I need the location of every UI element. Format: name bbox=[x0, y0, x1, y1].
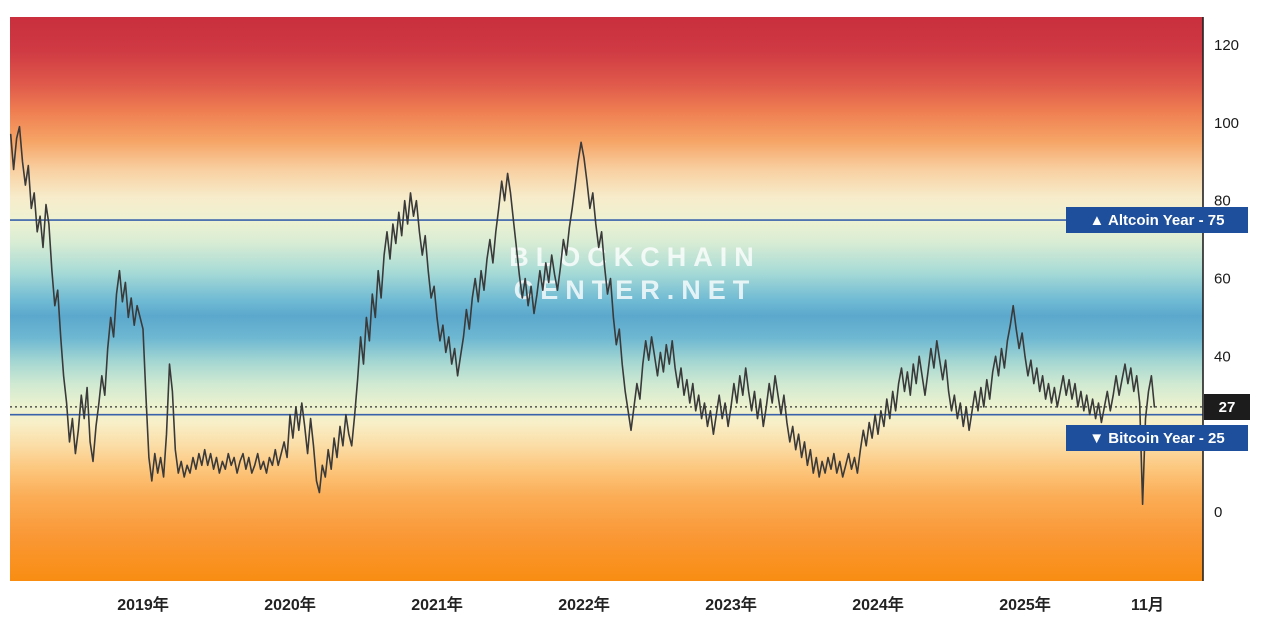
altcoin-year-badge: ▲ Altcoin Year - 75 bbox=[1066, 207, 1248, 233]
watermark-line2: CENTER.NET bbox=[514, 275, 757, 305]
x-axis-label: 2023年 bbox=[705, 595, 757, 614]
y-axis-label: 60 bbox=[1214, 271, 1231, 288]
x-axis-label: 2022年 bbox=[558, 595, 610, 614]
current-value-badge-label: 27 bbox=[1219, 399, 1236, 416]
x-axis-labels: 2019年 2020年 2021年 2022年 2023年 2024年 2025年 11月 bbox=[117, 595, 1164, 614]
y-axis-label: 40 bbox=[1214, 348, 1231, 365]
current-value-badge-bg bbox=[1204, 394, 1250, 420]
x-axis-label: 2020年 bbox=[264, 595, 316, 614]
bitcoin-year-badge-bg bbox=[1066, 425, 1248, 451]
x-axis-label: 2024年 bbox=[852, 595, 904, 614]
x-axis-label: 2025年 bbox=[999, 595, 1051, 614]
x-axis-label: 2021年 bbox=[411, 595, 463, 614]
altcoin-year-badge-label: ▲ Altcoin Year - 75 bbox=[1090, 212, 1225, 229]
x-axis-label: 11月 bbox=[1131, 596, 1164, 614]
current-value-badge: 27 bbox=[1204, 394, 1250, 420]
y-axis-labels: 120 100 80 60 40 0 bbox=[1214, 37, 1239, 521]
y-axis-label: 80 bbox=[1214, 193, 1231, 210]
altcoin-year-badge-bg bbox=[1066, 207, 1248, 233]
x-axis-label: 2019年 bbox=[117, 595, 169, 614]
y-axis-label: 100 bbox=[1214, 115, 1239, 132]
y-axis-label: 120 bbox=[1214, 37, 1239, 54]
bitcoin-year-badge: ▼ Bitcoin Year - 25 bbox=[1066, 425, 1248, 451]
bitcoin-year-badge-label: ▼ Bitcoin Year - 25 bbox=[1089, 430, 1224, 447]
index-series-line bbox=[9, 125, 1156, 506]
chart-background[interactable] bbox=[10, 17, 1203, 581]
y-axis-label: 0 bbox=[1214, 504, 1222, 521]
